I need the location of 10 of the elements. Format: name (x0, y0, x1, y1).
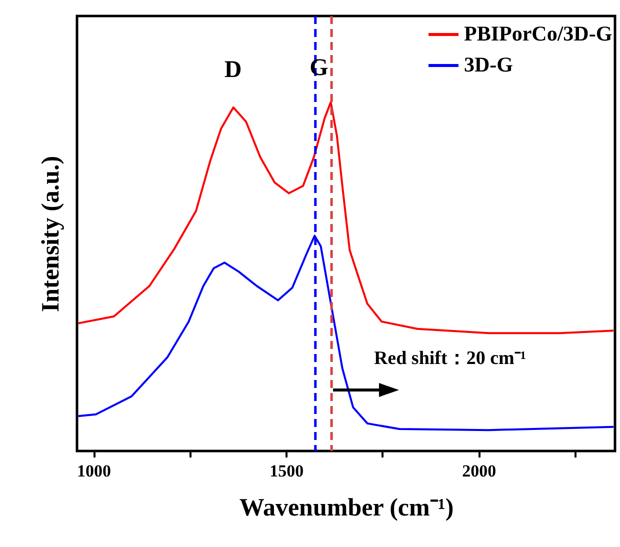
x-tick-label: 2000 (462, 462, 496, 480)
legend-label: 3D-G (464, 52, 513, 76)
x-tick-label: 1000 (77, 462, 112, 480)
legend-label: PBIPorCo/3D-G (464, 22, 612, 46)
annotation: Red shift：20 cm⁻¹ (374, 347, 526, 371)
x-tick-label: 1500 (270, 462, 304, 480)
text: G (310, 55, 328, 82)
text: D (224, 57, 242, 84)
y-axis-title: Intensity (a.u.) (38, 156, 64, 312)
x-axis-title: Wavenumber (cm⁻¹) (239, 494, 454, 522)
